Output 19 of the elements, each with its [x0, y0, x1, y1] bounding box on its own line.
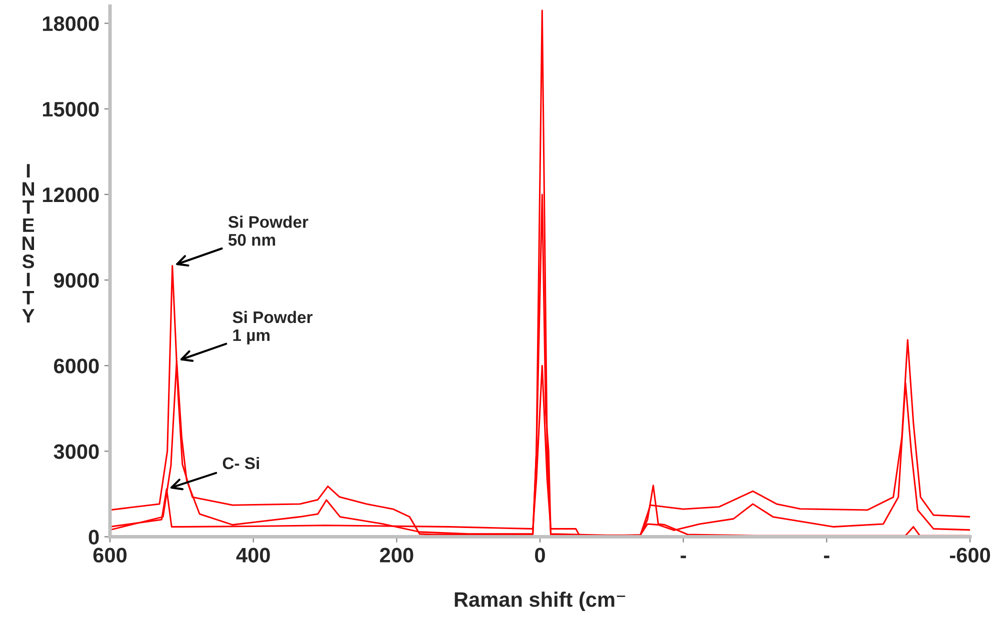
- annotation: Si Powder 50 nm: [228, 216, 308, 246]
- x-tick-label: -: [824, 556, 830, 558]
- y-tick-label: 9000: [54, 273, 99, 288]
- x-tick-label: 600: [93, 548, 127, 563]
- text: INTENSITY: [22, 164, 34, 322]
- x-tick-label: -600: [950, 548, 990, 563]
- y-tick-label: 18000: [42, 16, 99, 32]
- x-tick-label: 200: [380, 548, 414, 563]
- x-tick-label: 400: [236, 548, 270, 563]
- y-tick-label: 6000: [54, 358, 99, 374]
- annotation: Si Powder 1 µm: [232, 310, 313, 344]
- x-tick-label: 0: [535, 548, 545, 563]
- y-tick-label: 0: [88, 530, 99, 545]
- annotation: C- Si: [222, 456, 259, 470]
- y-tick-label: 12000: [42, 187, 99, 202]
- y-tick-label: 3000: [54, 444, 99, 459]
- y-tick-label: 15000: [42, 102, 99, 117]
- x-axis-title: Raman shift (cm⁻: [454, 592, 626, 612]
- x-tick-label: -: [680, 556, 686, 558]
